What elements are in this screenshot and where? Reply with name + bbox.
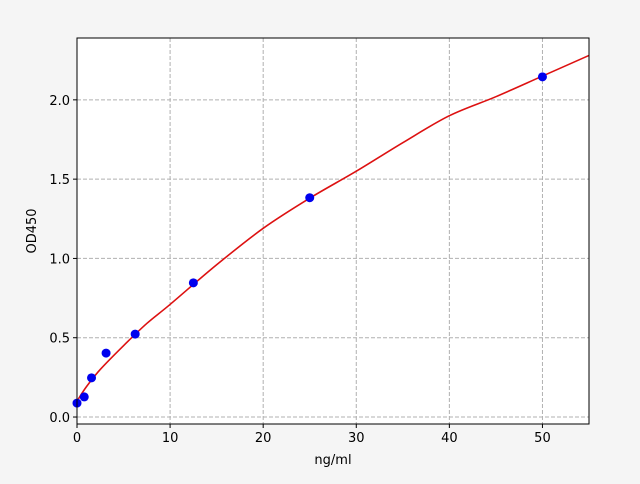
x-tick-label: 50 xyxy=(534,431,551,446)
y-tick-label: 0.5 xyxy=(49,332,70,347)
data-point xyxy=(305,193,315,203)
fit-curve-line xyxy=(76,54,590,402)
ticks: 0 10 20 30 40 50 0.0 0.5 1.0 1.5 2.0 xyxy=(49,94,550,446)
data-point xyxy=(101,348,111,358)
x-tick-label: 30 xyxy=(348,431,365,446)
data-point xyxy=(87,373,97,383)
x-tick-label: 0 xyxy=(73,431,81,446)
y-tick-label: 1.0 xyxy=(49,252,70,267)
plot-area xyxy=(77,38,589,424)
y-axis-label: OD450 xyxy=(25,208,40,253)
data-point xyxy=(130,329,140,339)
x-axis-label: ng/ml xyxy=(314,453,351,468)
plot-frame xyxy=(76,37,590,425)
data-points xyxy=(72,72,547,408)
data-point xyxy=(79,392,89,402)
y-tick-label: 1.5 xyxy=(49,173,70,188)
data-point xyxy=(537,72,547,82)
x-tick-label: 20 xyxy=(255,431,272,446)
x-tick-label: 40 xyxy=(441,431,458,446)
y-tick-label: 0.0 xyxy=(49,411,70,426)
y-tick-label: 2.0 xyxy=(49,94,70,109)
x-tick-label: 10 xyxy=(162,431,179,446)
fit-curve xyxy=(76,54,590,402)
data-point xyxy=(188,278,198,288)
